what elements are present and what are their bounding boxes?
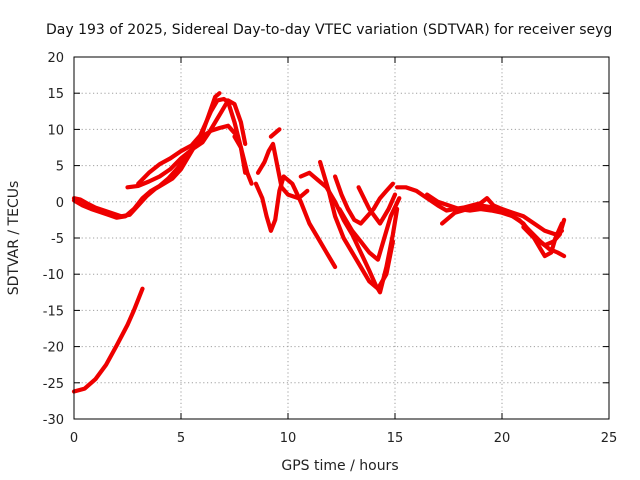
x-tick-label: 20 — [494, 431, 511, 446]
series-seg-7 — [268, 127, 282, 139]
y-axis-label: SDTVAR / TECUs — [6, 181, 22, 296]
series-seg-13 — [337, 196, 402, 262]
y-tick-label: 10 — [47, 123, 64, 138]
x-tick-label: 5 — [177, 431, 185, 446]
series-seg-17 — [440, 203, 567, 259]
y-tick-label: -15 — [43, 304, 64, 319]
series-seg-18 — [521, 217, 567, 248]
plot-frame — [73, 56, 610, 420]
series-seg-14 — [356, 185, 398, 226]
x-tick-label: 10 — [280, 431, 297, 446]
axis-ticks: 0 5 10 15 20 25 -30 -25 -20 -15 -10 -5 0 5 10 15 20 — [43, 51, 618, 446]
y-tick-label: 20 — [47, 51, 64, 66]
x-axis-label: GPS time / hours — [281, 458, 398, 474]
series-seg-5 — [136, 91, 222, 186]
y-tick-label: -25 — [43, 377, 64, 392]
series-seg-1 — [71, 286, 145, 394]
chart-title: Day 193 of 2025, Sidereal Day-to-day VTE… — [46, 22, 612, 38]
x-tick-label: 25 — [601, 431, 618, 446]
y-tick-label: 15 — [47, 87, 64, 102]
y-tick-label: 0 — [56, 196, 64, 211]
y-tick-label: 5 — [56, 160, 64, 175]
series-seg-6 — [232, 134, 254, 186]
series-seg-9 — [255, 141, 310, 201]
y-tick-label: -30 — [43, 413, 64, 428]
x-tick-label: 15 — [387, 431, 404, 446]
y-tick-label: -5 — [51, 232, 64, 247]
series-seg-11 — [318, 159, 395, 291]
data-series — [71, 91, 567, 394]
series-seg-12 — [333, 174, 395, 226]
series-seg-8 — [253, 174, 338, 270]
series-seg-4 — [125, 98, 248, 190]
y-tick-label: -20 — [43, 341, 64, 356]
y-tick-label: -10 — [43, 268, 64, 283]
series-seg-15 — [395, 185, 565, 237]
x-tick-label: 0 — [70, 431, 78, 446]
series-seg-3 — [71, 123, 237, 220]
